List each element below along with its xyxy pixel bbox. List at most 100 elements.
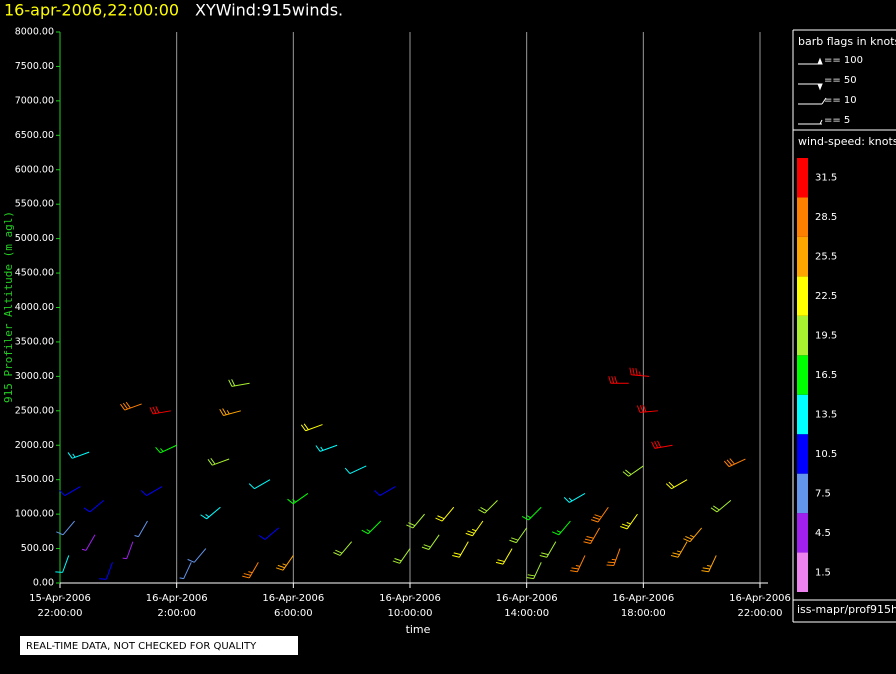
colorbar-swatch bbox=[797, 394, 808, 435]
y-tick-label: 5500.00 bbox=[15, 199, 54, 210]
y-tick-label: 7500.00 bbox=[15, 61, 54, 72]
y-tick-label: 3500.00 bbox=[15, 336, 54, 347]
wind-barb bbox=[134, 520, 148, 538]
wind-barb bbox=[495, 548, 513, 565]
colorbar-label: 13.5 bbox=[815, 409, 837, 420]
wind-barb bbox=[219, 408, 241, 416]
wind-barb bbox=[606, 548, 621, 566]
y-tick-label: 6500.00 bbox=[15, 130, 54, 141]
wind-barb bbox=[551, 520, 571, 536]
y-tick-label: 2000.00 bbox=[15, 440, 54, 451]
x-tick-label: 10:00:00 bbox=[388, 608, 433, 619]
footer: iss-mapr/prof915h bbox=[797, 603, 896, 616]
wind-barb bbox=[406, 513, 425, 529]
wind-barb bbox=[258, 527, 280, 540]
colorbar-swatch bbox=[797, 315, 808, 356]
x-tick-label: 2:00:00 bbox=[157, 608, 196, 619]
wind-barb bbox=[583, 527, 601, 544]
colorbar-swatch bbox=[797, 158, 808, 198]
legend-label: == 5 bbox=[824, 115, 850, 126]
x-tick-label: 14:00:00 bbox=[504, 608, 549, 619]
wind-barb bbox=[333, 541, 353, 556]
y-tick-label: 7000.00 bbox=[15, 95, 54, 106]
wind-barb bbox=[81, 534, 96, 551]
wind-barb bbox=[140, 486, 163, 497]
y-tick-label: 2500.00 bbox=[15, 405, 54, 416]
colorbar-swatch bbox=[797, 197, 808, 237]
chart-subtitle: XYWind:915winds. bbox=[195, 1, 343, 20]
wind-barb bbox=[67, 451, 90, 459]
wind-barb bbox=[622, 465, 644, 477]
wind-barb bbox=[248, 479, 271, 490]
wind-barb bbox=[563, 493, 586, 503]
colorbar-swatch bbox=[797, 355, 808, 395]
wind-barb bbox=[200, 506, 221, 520]
wind-barb bbox=[287, 493, 309, 505]
wind-barb bbox=[392, 548, 411, 564]
note: REAL-TIME DATA, NOT CHECKED FOR QUALITY bbox=[26, 641, 257, 652]
y-tick-label: 6000.00 bbox=[15, 164, 54, 175]
wind-barb bbox=[56, 520, 75, 536]
y-tick-label: 1500.00 bbox=[15, 474, 54, 485]
wind-barb bbox=[435, 506, 455, 522]
wind-barb bbox=[701, 555, 717, 573]
x-tick-label: 18:00:00 bbox=[621, 608, 666, 619]
y-tick-label: 1000.00 bbox=[15, 509, 54, 520]
wind-barb bbox=[421, 534, 440, 551]
colorbar-label: 25.5 bbox=[815, 252, 837, 263]
wind-barb bbox=[710, 499, 732, 513]
colorbar-swatch bbox=[797, 236, 808, 277]
colorbar-label: 7.5 bbox=[815, 488, 831, 499]
y-tick-label: 0.00 bbox=[33, 578, 54, 589]
legend-icons bbox=[798, 57, 827, 125]
x-tick-label: 22:00:00 bbox=[738, 608, 783, 619]
wind-barb bbox=[374, 486, 396, 497]
x-tick-label: 22:00:00 bbox=[38, 608, 83, 619]
wind-barb bbox=[55, 555, 70, 573]
colorbar-swatch bbox=[797, 552, 808, 592]
x-tick-label: 16-Apr-2006 bbox=[379, 593, 441, 604]
legend-label: == 50 bbox=[824, 75, 857, 86]
x-axis-label: time bbox=[406, 623, 431, 636]
colorbar-label: 10.5 bbox=[815, 449, 837, 460]
x-tick-label: 6:00:00 bbox=[274, 608, 313, 619]
wind-barb bbox=[629, 367, 650, 377]
y-tick-label: 4500.00 bbox=[15, 268, 54, 279]
legend-label: == 100 bbox=[824, 55, 863, 66]
wind-barb bbox=[59, 486, 81, 497]
wind-barb bbox=[590, 506, 609, 523]
colorbar-label: 28.5 bbox=[815, 212, 837, 223]
wind-barb bbox=[452, 541, 469, 558]
x-tick-label: 16-Apr-2006 bbox=[612, 593, 674, 604]
colorbar-swatch bbox=[797, 276, 808, 316]
wind-barb bbox=[187, 548, 207, 563]
x-tick-label: 16-Apr-2006 bbox=[146, 593, 208, 604]
chart-title: 16-apr-2006,22:00:00 bbox=[4, 1, 179, 20]
wind-barb bbox=[521, 506, 542, 521]
wind-barb bbox=[207, 457, 230, 466]
panel bbox=[792, 29, 896, 623]
y-tick-label: 500.00 bbox=[21, 543, 54, 554]
wind-barb bbox=[670, 541, 688, 558]
colorbar-swatch bbox=[797, 473, 808, 514]
wind-barb bbox=[723, 458, 746, 468]
x-tick-label: 15-Apr-2006 bbox=[29, 593, 91, 604]
legend-label: == 10 bbox=[824, 95, 857, 106]
x-tick-label: 16-Apr-2006 bbox=[496, 593, 558, 604]
colorbar-title: wind-speed: knots bbox=[798, 135, 896, 148]
wind-barb bbox=[275, 555, 294, 571]
wind-barb bbox=[300, 423, 323, 432]
wind-barb bbox=[465, 520, 484, 537]
colorbar-label: 1.5 bbox=[815, 567, 831, 578]
wind-barb bbox=[83, 499, 105, 513]
x-tick-label: 16-Apr-2006 bbox=[262, 593, 324, 604]
wind-barb bbox=[155, 444, 177, 454]
wind-barb bbox=[478, 499, 498, 514]
wind-barb bbox=[120, 401, 142, 411]
x-tick-label: 16-Apr-2006 bbox=[729, 593, 791, 604]
wind-barb bbox=[149, 406, 171, 415]
wind-barb bbox=[608, 376, 629, 384]
wind-barb bbox=[242, 562, 259, 579]
wind-barb bbox=[122, 541, 134, 560]
wind-barb bbox=[651, 440, 673, 449]
